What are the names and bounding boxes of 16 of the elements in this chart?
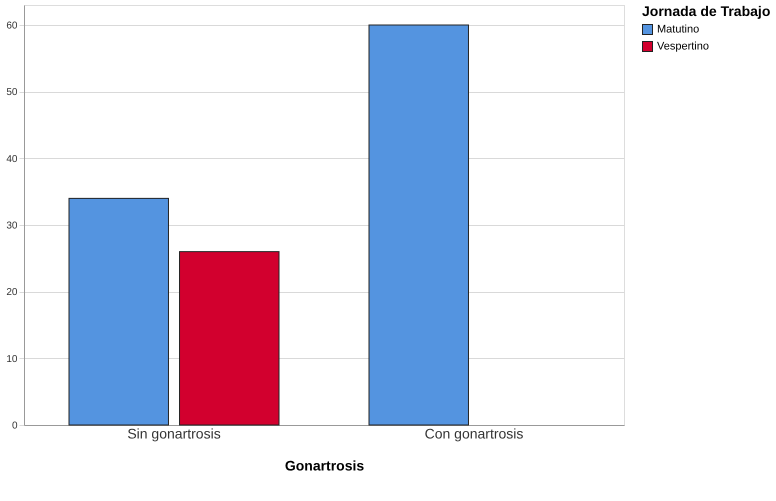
y-tick-label: 30: [6, 220, 18, 232]
bar: [68, 198, 169, 426]
legend-label: Vespertino: [657, 40, 709, 52]
y-tick-label: 40: [6, 154, 18, 165]
y-tick-label: 50: [6, 87, 18, 98]
x-tick-label: Con gonartrosis: [424, 426, 524, 442]
y-tick-label: 0: [12, 420, 18, 432]
y-tick-label: 10: [6, 354, 18, 365]
y-tick-label: 60: [6, 20, 18, 32]
legend-title: Jornada de Trabajo: [642, 3, 770, 19]
bar: [179, 251, 280, 426]
y-tick-label: 20: [6, 287, 18, 298]
x-axis-title: Gonartrosis: [284, 458, 364, 474]
bar: [368, 24, 469, 426]
legend-label: Matutino: [657, 24, 700, 36]
x-tick-label: Sin gonartrosis: [127, 426, 221, 442]
